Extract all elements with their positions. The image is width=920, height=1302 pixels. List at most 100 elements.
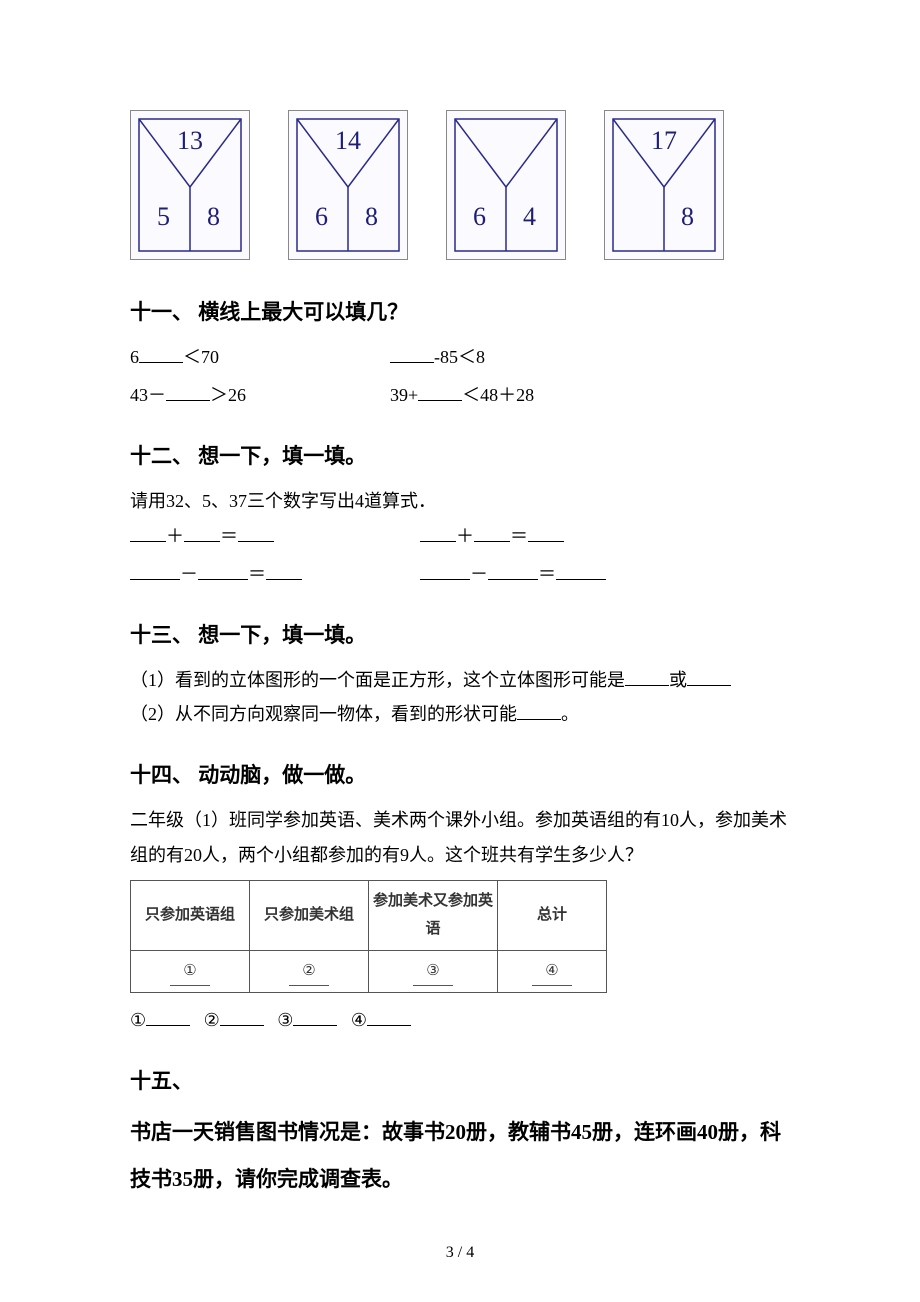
diagram-2-top: 14	[335, 126, 361, 155]
diagram-2-left: 6	[315, 202, 328, 231]
th-1: 只参加英语组	[131, 880, 250, 950]
section-15-heading: 十五、	[130, 1065, 790, 1095]
td-3: ③	[369, 950, 498, 993]
ans-lbl-2: ②	[204, 1010, 220, 1030]
ans-lbl-3: ③	[277, 1010, 293, 1030]
y-diagram-1: 13 5 8	[130, 110, 250, 260]
section-13-body: （1）看到的立体图形的一个面是正方形，这个立体图形可能是 或 （2）从不同方向观察…	[130, 663, 790, 731]
section-14-body: 二年级（1）班同学参加英语、美术两个课外小组。参加英语组的有10人，参加美术组的…	[130, 803, 790, 1037]
s13-l2b: 。	[561, 704, 579, 724]
s13-l1b: 或	[669, 670, 687, 690]
op-plus: ＋	[166, 526, 184, 546]
blank	[266, 561, 302, 580]
q11-r2-right-pre: 39+	[390, 385, 418, 405]
table-row-header: 只参加英语组 只参加美术组 参加美术又参加英语 总计	[131, 880, 607, 950]
op-minus: －	[470, 564, 488, 584]
blank	[130, 561, 180, 580]
diagram-2-right: 8	[365, 202, 378, 231]
op-plus: ＋	[456, 526, 474, 546]
section-12-heading: 十二、 想一下，填一填。	[130, 440, 790, 470]
cell-4: ④	[532, 957, 572, 987]
blank	[625, 667, 669, 686]
blank	[130, 523, 166, 542]
blank	[293, 1007, 337, 1026]
section-13-heading: 十三、 想一下，填一填。	[130, 619, 790, 649]
td-4: ④	[498, 950, 607, 993]
ans-lbl-1: ①	[130, 1010, 146, 1030]
diagram-4-right: 8	[681, 202, 694, 231]
diagram-4-top: 17	[651, 126, 677, 155]
blank	[166, 382, 210, 401]
blank	[139, 344, 183, 363]
blank	[184, 523, 220, 542]
eq-row-plus: ＋ ＝ ＋ ＝	[130, 519, 790, 553]
blank	[418, 382, 462, 401]
section-13-line1: （1）看到的立体图形的一个面是正方形，这个立体图形可能是 或	[130, 663, 790, 697]
diagram-1-left: 5	[157, 202, 170, 231]
blank	[517, 701, 561, 720]
diagram-1-top: 13	[177, 126, 203, 155]
section-13-line2: （2）从不同方向观察同一物体，看到的形状可能 。	[130, 697, 790, 731]
section-14-table: 只参加英语组 只参加美术组 参加美术又参加英语 总计 ① ② ③ ④	[130, 880, 607, 994]
q11-r1-left-pre: 6	[130, 347, 139, 367]
y-diagram-3: 6 4	[446, 110, 566, 260]
td-1: ①	[131, 950, 250, 993]
section-14-answers: ① ② ③ ④	[130, 1003, 790, 1037]
y-svg-3: 6 4	[451, 115, 561, 255]
th-4: 总计	[498, 880, 607, 950]
q11-r2-left-post: ＞26	[210, 385, 246, 405]
blank	[420, 561, 470, 580]
section-11-body: 6 ＜70 -85＜8 43－ ＞26 39+ ＜48＋28	[130, 340, 790, 412]
td-2: ②	[250, 950, 369, 993]
th-3: 参加美术又参加英语	[369, 880, 498, 950]
blank	[238, 523, 274, 542]
op-eq: ＝	[248, 564, 266, 584]
blank	[556, 561, 606, 580]
s13-l1a: （1）看到的立体图形的一个面是正方形，这个立体图形可能是	[130, 670, 625, 690]
y-diagram-row: 13 5 8 14 6 8 6	[130, 110, 790, 260]
section-15-prompt: 书店一天销售图书情况是：故事书20册，教辅书45册，连环画40册，科技书35册，…	[130, 1109, 790, 1201]
ans-lbl-4: ④	[351, 1010, 367, 1030]
q11-row-2: 43－ ＞26 39+ ＜48＋28	[130, 378, 790, 412]
blank	[474, 523, 510, 542]
page-footer: 3 / 4	[0, 1244, 920, 1262]
diagram-1-right: 8	[207, 202, 220, 231]
s13-l2a: （2）从不同方向观察同一物体，看到的形状可能	[130, 704, 517, 724]
op-minus: －	[180, 564, 198, 584]
section-14-heading: 十四、 动动脑，做一做。	[130, 759, 790, 789]
cell-3: ③	[413, 957, 453, 987]
y-svg-1: 13 5 8	[135, 115, 245, 255]
q11-r2-left-pre: 43－	[130, 385, 166, 405]
q11-r1-right-post: -85＜8	[434, 347, 485, 367]
blank	[198, 561, 248, 580]
blank	[488, 561, 538, 580]
section-14-prompt: 二年级（1）班同学参加英语、美术两个课外小组。参加英语组的有10人，参加美术组的…	[130, 803, 790, 871]
op-eq: ＝	[220, 526, 238, 546]
th-2: 只参加美术组	[250, 880, 369, 950]
blank	[390, 344, 434, 363]
section-12-prompt: 请用32、5、37三个数字写出4道算式．	[130, 484, 790, 518]
cell-2: ②	[289, 957, 329, 987]
cell-1: ①	[170, 957, 210, 987]
y-diagram-4: 17 8	[604, 110, 724, 260]
blank	[220, 1007, 264, 1026]
y-diagram-2: 14 6 8	[288, 110, 408, 260]
y-svg-4: 17 8	[609, 115, 719, 255]
section-11-heading: 十一、 横线上最大可以填几？	[130, 296, 790, 326]
q11-r1-left-post: ＜70	[183, 347, 219, 367]
y-svg-2: 14 6 8	[293, 115, 403, 255]
blank	[528, 523, 564, 542]
table-row-cells: ① ② ③ ④	[131, 950, 607, 993]
diagram-3-right: 4	[523, 202, 536, 231]
op-eq: ＝	[510, 526, 528, 546]
diagram-3-left: 6	[473, 202, 486, 231]
op-eq: ＝	[538, 564, 556, 584]
q11-row-1: 6 ＜70 -85＜8	[130, 340, 790, 374]
q11-r2-right-post: ＜48＋28	[462, 385, 534, 405]
section-12-body: 请用32、5、37三个数字写出4道算式． ＋ ＝ ＋ ＝ － ＝ － ＝	[130, 484, 790, 591]
eq-row-minus: － ＝ － ＝	[130, 557, 790, 591]
blank	[367, 1007, 411, 1026]
blank	[687, 667, 731, 686]
blank	[420, 523, 456, 542]
blank	[146, 1007, 190, 1026]
